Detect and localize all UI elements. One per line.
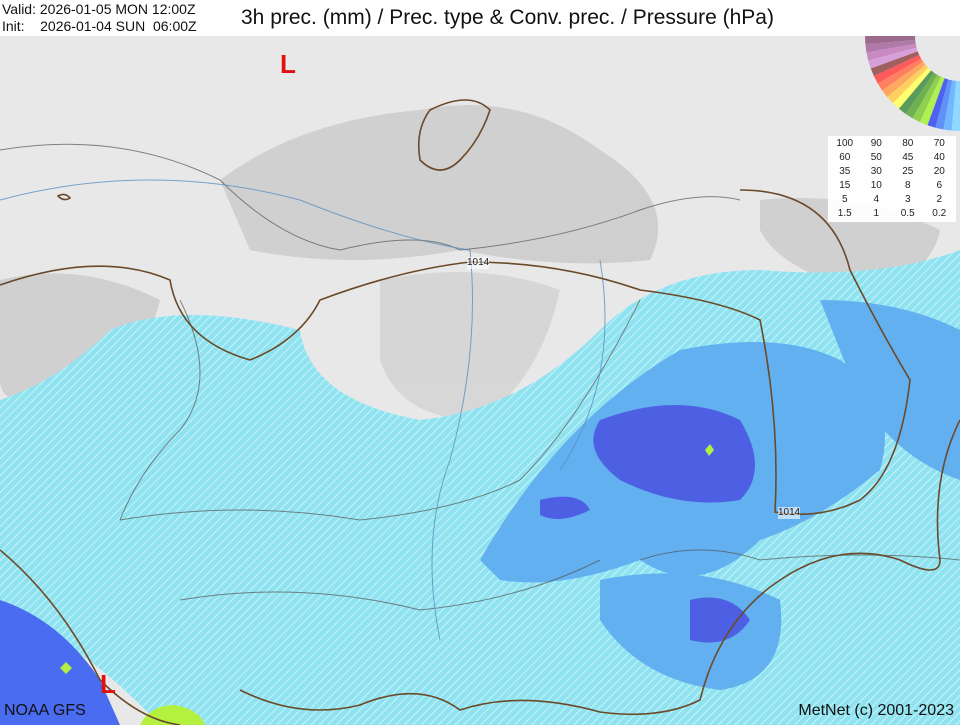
legend-value: 0.2 xyxy=(932,208,947,219)
legend-wedge xyxy=(935,79,953,130)
valid-label: Valid: xyxy=(2,1,36,17)
legend-value: 4 xyxy=(873,194,880,205)
model-source: NOAA GFS xyxy=(4,702,86,719)
legend-wedge xyxy=(865,36,916,45)
init-time: Init: 2026-01-04 SUN 06:00Z xyxy=(2,18,197,35)
legend-value: 20 xyxy=(933,166,945,177)
legend-value: 6 xyxy=(936,180,943,191)
legend-wedge xyxy=(870,51,920,77)
legend-wedge xyxy=(877,58,924,91)
legend-wedge xyxy=(873,55,922,84)
legend-wedge xyxy=(887,64,929,104)
legend-wedge xyxy=(892,67,932,109)
valid-time-value: 2026-01-05 MON 12:00Z xyxy=(39,1,196,17)
legend-value: 50 xyxy=(870,152,882,163)
precipitation-heavy xyxy=(540,405,755,643)
isobar-label: 1014 xyxy=(778,507,801,519)
legend-value: 60 xyxy=(839,152,851,163)
legend-value: 5 xyxy=(841,194,848,205)
rivers xyxy=(0,179,606,641)
legend-wedge xyxy=(943,80,957,131)
legend-wedge xyxy=(912,74,941,123)
legend-value: 90 xyxy=(870,138,882,149)
init-label: Init: xyxy=(2,18,25,34)
legend-value: 10 xyxy=(870,180,882,191)
legend-value: 30 xyxy=(870,166,882,177)
isobar-label: 1014 xyxy=(467,257,490,269)
header-bar: Valid: 2026-01-05 MON 12:00Z Init: 2026-… xyxy=(0,0,960,36)
map-title: 3h prec. (mm) / Prec. type & Conv. prec.… xyxy=(241,6,774,29)
legend-value: 0.5 xyxy=(900,208,915,219)
legend-color-wedges xyxy=(865,36,960,131)
legend-value: 70 xyxy=(933,138,945,149)
legend-value: 25 xyxy=(902,166,914,177)
legend-wedge xyxy=(905,72,938,119)
legend-wedge xyxy=(951,80,960,131)
legend-wedge xyxy=(927,78,949,128)
precipitation-legend: 100 90 80 70 60 50 45 40 35 30 25 20 15 10 8 6 5 4 3 2 1.5 1 0… xyxy=(828,136,956,222)
legend-value: 2 xyxy=(936,194,943,205)
valid-time: Valid: 2026-01-05 MON 12:00Z xyxy=(2,1,196,18)
country-borders xyxy=(0,143,960,611)
legend-value: 15 xyxy=(839,180,851,191)
copyright: MetNet (c) 2001-2023 xyxy=(798,702,954,719)
isobars xyxy=(0,99,960,725)
init-time-value: 2026-01-04 SUN 06:00Z xyxy=(40,18,197,34)
precipitation-convective xyxy=(60,444,714,725)
legend-value: 3 xyxy=(904,194,911,205)
legend-wedge xyxy=(898,70,935,114)
legend-value: 80 xyxy=(902,138,914,149)
legend-value: 1 xyxy=(873,208,880,219)
legend-value: 40 xyxy=(933,152,945,163)
legend-value: 100 xyxy=(836,138,854,149)
legend-wedge xyxy=(919,76,945,126)
legend-wedge xyxy=(865,39,916,53)
legend-wedge xyxy=(866,43,917,61)
low-pressure-marker: L xyxy=(280,49,296,79)
legend-value: 8 xyxy=(904,180,911,191)
legend-value: 1.5 xyxy=(837,208,852,219)
legend-wedge xyxy=(868,47,918,69)
legend-value: 45 xyxy=(902,152,914,163)
legend-value: 35 xyxy=(839,166,851,177)
low-pressure-marker: L xyxy=(100,669,116,699)
legend-wedge xyxy=(882,61,926,98)
